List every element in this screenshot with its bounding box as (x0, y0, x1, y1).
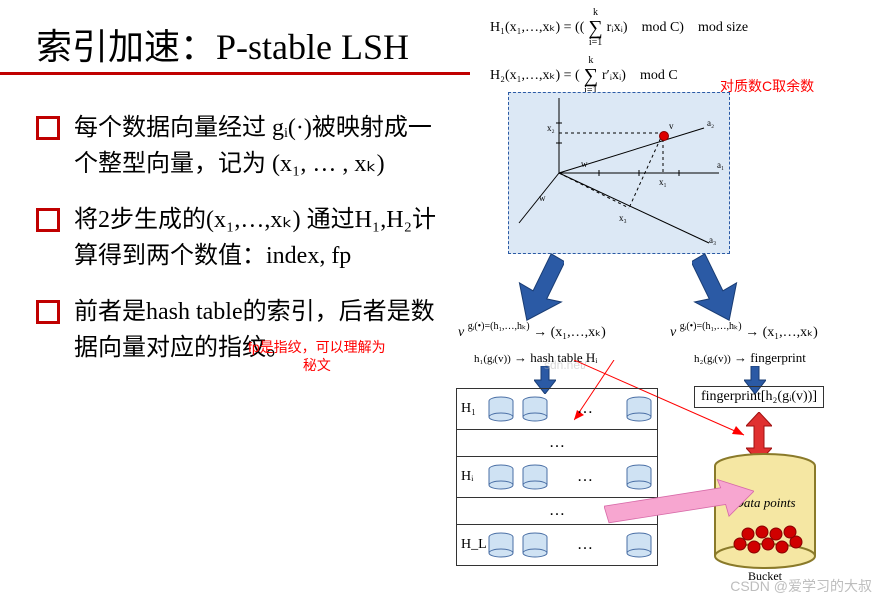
cylinder-icon (625, 396, 653, 422)
fp-formula: fingerprint[h₂(gᵢ(v))] (694, 386, 824, 408)
bullet-text: 将2步生成的(x₁,…,xₖ) 通过H₁,H₂计算得到两个数值：index, f… (74, 202, 446, 274)
cylinder-icon (487, 464, 515, 490)
big-arrow-left-icon (514, 252, 564, 322)
bullet-icon (36, 208, 60, 232)
cylinder-icon (487, 532, 515, 558)
title-underline (0, 72, 470, 75)
bullet-text: 每个数据向量经过 gᵢ(·)被映射成一个整型向量，记为 (x₁, … , xₖ) (74, 110, 446, 182)
axes-icon: a₁ a₃ a₂ x₁ x₂ x₃ w w v (509, 93, 729, 253)
svg-text:v: v (669, 121, 674, 131)
bullet-icon (36, 300, 60, 324)
map-line-1: v gᵢ(•)=(h₁,…,hₖ) → (x₁,…,xₖ) (458, 324, 606, 341)
formula-h1: H₁(x₁,…,xₖ) = (( k ∑ i=1 rᵢxᵢ) mod C) mo… (490, 8, 748, 48)
bullet-1: 每个数据向量经过 gᵢ(·)被映射成一个整型向量，记为 (x₁, … , xₖ) (36, 110, 446, 182)
formula-h2: H₂(x₁,…,xₖ) = ( k ∑ i=1 r′ᵢxᵢ) mod C (490, 56, 748, 96)
sum-icon: k ∑ i=1 (584, 56, 598, 96)
slide-title: 索引加速：P-stable LSH (36, 18, 409, 70)
formulas: H₁(x₁,…,xₖ) = (( k ∑ i=1 rᵢxᵢ) mod C) mo… (490, 8, 748, 104)
cylinder-icon (521, 532, 549, 558)
diagram: a₁ a₃ a₂ x₁ x₂ x₃ w w v v gᵢ(•)=(h₁,…,hₖ… (454, 92, 872, 572)
svg-text:a₁: a₁ (717, 160, 724, 170)
sum-icon: k ∑ i=1 (588, 8, 602, 48)
table-row: … (457, 430, 657, 457)
big-arrow-right-icon (692, 252, 742, 322)
cylinder-icon (521, 464, 549, 490)
pink-arrow-icon (604, 472, 754, 532)
h1-lhs: H₁(x₁,…,xₖ) = (( (490, 17, 584, 39)
svg-text:a₂: a₂ (707, 118, 714, 128)
table-row: H₁ … (457, 389, 657, 430)
cylinder-icon (521, 396, 549, 422)
cylinder-icon (625, 532, 653, 558)
bullet-2: 将2步生成的(x₁,…,xₖ) 通过H₁,H₂计算得到两个数值：index, f… (36, 202, 446, 274)
bullet-icon (36, 116, 60, 140)
svg-text:w: w (539, 193, 546, 203)
svg-text:a₃: a₃ (709, 235, 716, 245)
watermark: CSDN @爱学习的大叔 (730, 576, 872, 596)
data-point-icon (659, 131, 669, 141)
note-fp: fp是指纹，可以理解为 秘文 (248, 338, 386, 374)
svg-text:x₃: x₃ (619, 213, 627, 223)
map-line-2: v gᵢ(•)=(h₁,…,hₖ) → (x₁,…,xₖ) (670, 324, 818, 341)
svg-text:x₂: x₂ (547, 123, 555, 133)
svg-text:w: w (581, 159, 588, 169)
slide: 索引加速：P-stable LSH H₁(x₁,…,xₖ) = (( k ∑ i… (0, 0, 884, 602)
cylinder-icon (487, 396, 515, 422)
projection-box: a₁ a₃ a₂ x₁ x₂ x₃ w w v (508, 92, 730, 254)
h2-lhs: H₂(x₁,…,xₖ) = ( (490, 65, 580, 87)
svg-text:x₁: x₁ (659, 177, 667, 187)
